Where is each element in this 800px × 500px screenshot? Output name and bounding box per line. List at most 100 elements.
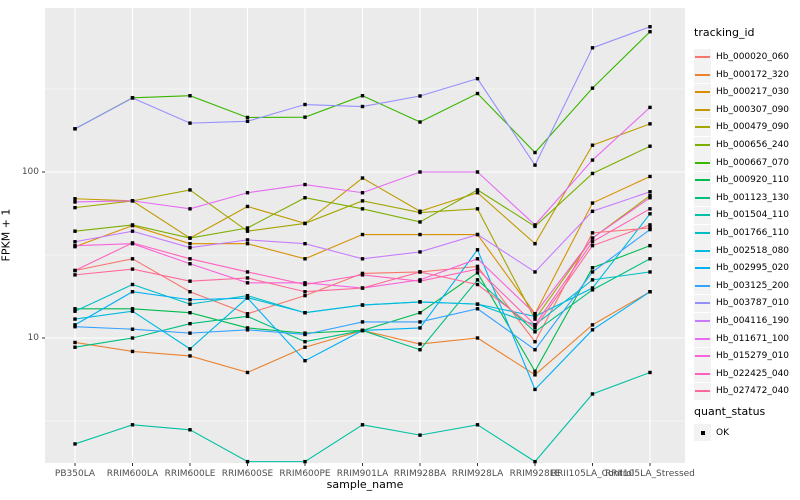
legend-key-line xyxy=(695,161,710,164)
data-point xyxy=(648,270,652,274)
legend-key-swatch xyxy=(694,330,711,348)
data-point xyxy=(188,207,192,211)
data-point xyxy=(303,196,307,200)
data-point xyxy=(188,245,192,250)
data-point xyxy=(130,223,135,227)
data-point xyxy=(648,30,652,34)
x-tick-label-RRIM600LA: RRIM600LA xyxy=(106,469,159,479)
data-point xyxy=(418,348,422,352)
data-point xyxy=(475,307,480,311)
data-point xyxy=(475,271,480,275)
data-point xyxy=(475,423,480,427)
data-point xyxy=(360,273,365,277)
data-point xyxy=(188,94,192,98)
data-point xyxy=(245,326,250,330)
legend-item-label: Hb_000020_060 xyxy=(716,52,790,62)
legend-item-label: Hb_000479_090 xyxy=(716,122,790,133)
y-tick-label-100: 100 xyxy=(21,167,39,177)
legend-item-Hb_001766_110: Hb_001766_110 xyxy=(694,224,789,242)
data-point xyxy=(130,307,135,311)
legend-item-Hb_000172_320: Hb_000172_320 xyxy=(694,66,789,84)
legend-item-label: Hb_000920_110 xyxy=(716,175,790,186)
data-point xyxy=(418,170,422,174)
data-point xyxy=(418,320,422,324)
data-point xyxy=(533,163,537,167)
legend-key-swatch xyxy=(694,66,711,84)
legend-key-line xyxy=(695,372,710,375)
data-point xyxy=(188,188,192,192)
data-point xyxy=(533,223,537,227)
data-point xyxy=(418,279,422,283)
data-point xyxy=(648,290,652,294)
data-point xyxy=(475,170,480,174)
data-point xyxy=(475,302,480,306)
data-point xyxy=(533,387,537,392)
quant-status-item-OK: OK xyxy=(694,424,729,441)
quant-status-key-swatch xyxy=(694,424,711,441)
data-point xyxy=(648,196,652,200)
x-tick-label-RRIM600LE: RRIM600LE xyxy=(164,469,216,479)
data-point xyxy=(303,345,307,349)
legend-item-label: Hb_004116_190 xyxy=(716,316,790,326)
data-point xyxy=(418,250,422,254)
data-point xyxy=(475,91,480,96)
data-point xyxy=(130,257,135,261)
data-point xyxy=(533,373,537,377)
black-square-point-icon xyxy=(700,430,705,435)
data-point xyxy=(533,241,537,246)
data-point xyxy=(303,339,307,344)
legend-title-quant-status: quant_status xyxy=(694,405,766,418)
data-point xyxy=(245,226,250,230)
legend-key-swatch xyxy=(694,347,711,365)
data-point xyxy=(590,323,595,327)
legend-item-Hb_001504_110: Hb_001504_110 xyxy=(694,206,789,224)
data-point xyxy=(475,207,480,211)
data-point xyxy=(303,282,307,287)
data-point xyxy=(245,281,250,285)
legend-title-tracking-id: tracking_id xyxy=(694,26,755,39)
data-point xyxy=(245,241,250,246)
data-point xyxy=(533,314,537,319)
data-point xyxy=(590,143,595,147)
data-point xyxy=(303,358,307,363)
data-point xyxy=(73,243,77,248)
data-point xyxy=(73,205,77,210)
legend-item-label: Hb_002995_020 xyxy=(716,263,790,274)
x-tick-label-PB350LA: PB350LA xyxy=(54,469,96,479)
data-point xyxy=(360,320,365,324)
data-point xyxy=(245,296,250,300)
legend-key-swatch xyxy=(694,136,711,154)
data-point xyxy=(590,209,595,213)
legend-item-label: Hb_027472_040 xyxy=(716,386,790,397)
data-point xyxy=(188,262,192,266)
data-point xyxy=(648,223,652,227)
data-point xyxy=(590,201,595,205)
data-point xyxy=(475,232,480,237)
data-point xyxy=(245,328,250,332)
y-tick-label-10: 10 xyxy=(27,333,39,343)
legend-key-swatch xyxy=(694,101,711,119)
data-point xyxy=(648,25,652,29)
data-point xyxy=(360,232,365,237)
legend-item-Hb_015279_010: Hb_015279_010 xyxy=(694,347,789,365)
data-point xyxy=(73,268,77,273)
x-tick-label-RRIM928BA: RRIM928BA xyxy=(393,469,447,479)
x-axis-title: sample_name xyxy=(326,478,404,491)
data-point xyxy=(303,311,307,315)
data-point xyxy=(245,276,250,280)
data-point xyxy=(533,339,537,344)
data-point xyxy=(533,270,537,274)
legend-key-line xyxy=(695,108,710,111)
data-point xyxy=(245,270,250,274)
data-point xyxy=(418,300,422,304)
data-point xyxy=(303,182,307,187)
data-point xyxy=(360,328,365,333)
data-point xyxy=(360,423,365,427)
data-point xyxy=(590,171,595,176)
x-tick-label-RRIM928LA: RRIM928LA xyxy=(451,469,504,479)
legend-key-line xyxy=(695,214,710,217)
data-point xyxy=(475,264,480,269)
legend-item-Hb_000307_090: Hb_000307_090 xyxy=(694,101,789,119)
legend-item-Hb_002518_080: Hb_002518_080 xyxy=(694,242,789,260)
